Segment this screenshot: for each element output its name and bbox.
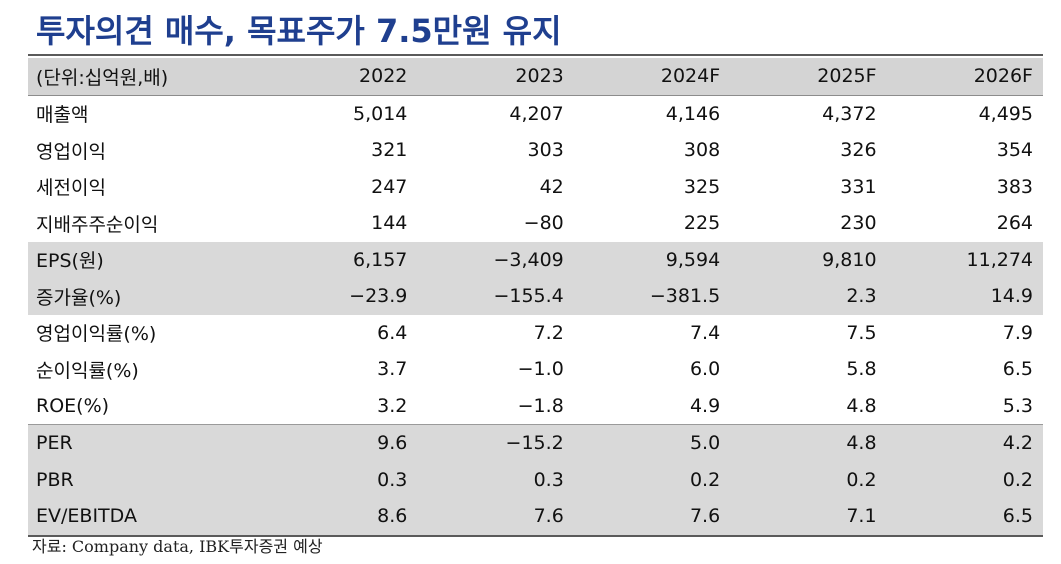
table-cell: 3.7 (377, 358, 408, 381)
table-cell: 7.6 (573, 498, 731, 537)
table-cell: 6.4 (377, 321, 408, 344)
table-cell: 7.5 (846, 321, 877, 344)
table-cell: 42 (539, 175, 564, 198)
table-cell: 4.8 (730, 424, 887, 462)
table-cell: −155.4 (417, 278, 574, 315)
table-cell: 4,146 (665, 102, 721, 125)
row-label: EV/EBITDA (28, 498, 261, 537)
table-cell: 14.9 (886, 278, 1043, 315)
table-cell: 9.6 (261, 424, 418, 462)
table-cell: −381.5 (573, 278, 731, 315)
table-cell: −80 (523, 212, 564, 235)
table-row: EV/EBITDA 8.6 7.6 7.6 7.1 6.5 (28, 498, 1043, 537)
table-cell: 7.4 (689, 321, 721, 344)
row-label: 영업이익 (36, 140, 106, 163)
table-row: 지배주주순이익 144 −80 225 230 264 (28, 205, 1043, 242)
table-cell: 247 (371, 175, 408, 198)
year-header: 2022 (261, 58, 418, 96)
table-cell: 4.2 (886, 424, 1043, 462)
table-cell: 4,495 (978, 102, 1033, 125)
row-label: 세전이익 (36, 177, 106, 200)
row-label: 증가율(%) (28, 278, 261, 315)
unit-label: (단위:십억원,배) (28, 58, 261, 96)
table-cell: 4.8 (846, 394, 877, 417)
table-row: 매출액 5,014 4,207 4,146 4,372 4,495 (28, 95, 1043, 132)
table-cell: 321 (371, 139, 408, 162)
table-cell: 4.9 (689, 394, 721, 417)
table-cell: −3,409 (417, 241, 574, 278)
table-cell: −1.8 (517, 394, 564, 417)
table-row: ROE(%) 3.2 −1.8 4.9 4.8 5.3 (28, 388, 1043, 425)
table-row: PBR 0.3 0.3 0.2 0.2 0.2 (28, 461, 1043, 498)
table-cell: 144 (371, 212, 408, 235)
year-header: 2024F (573, 58, 731, 96)
table-cell: 7.2 (533, 321, 564, 344)
row-label: EPS(원) (28, 241, 261, 278)
table-cell: 354 (996, 139, 1033, 162)
table-cell: 325 (683, 175, 721, 198)
table-cell: 2.3 (730, 278, 887, 315)
table-cell: 0.2 (730, 461, 887, 498)
table-cell: 9,594 (573, 241, 731, 278)
table-row: PER 9.6 −15.2 5.0 4.8 4.2 (28, 424, 1043, 462)
table-cell: 331 (840, 175, 877, 198)
table-cell: 11,274 (886, 241, 1043, 278)
row-label: ROE(%) (36, 394, 110, 417)
year-header: 2026F (886, 58, 1043, 96)
financial-summary-table: (단위:십억원,배) 2022 2023 2024F 2025F 2026F 매… (28, 58, 1043, 537)
table-cell: 5.3 (1002, 394, 1033, 417)
table-row: 영업이익 321 303 308 326 354 (28, 132, 1043, 169)
year-header: 2023 (417, 58, 574, 96)
table-cell: 4,372 (822, 102, 877, 125)
row-label: 순이익률(%) (36, 359, 139, 382)
table-header-row: (단위:십억원,배) 2022 2023 2024F 2025F 2026F (28, 58, 1043, 96)
table-cell: 303 (527, 139, 564, 162)
source-note: 자료: Company data, IBK투자증권 예상 (32, 537, 323, 556)
table-cell: 225 (683, 212, 721, 235)
table-cell: 230 (840, 212, 877, 235)
table-cell: 9,810 (730, 241, 887, 278)
table-cell: 264 (996, 212, 1033, 235)
row-label: 지배주주순이익 (36, 213, 159, 236)
table-cell: 0.2 (573, 461, 731, 498)
table-cell: −23.9 (261, 278, 418, 315)
table-cell: 4,207 (509, 102, 564, 125)
table-cell: 383 (996, 175, 1033, 198)
table-cell: 308 (683, 139, 721, 162)
table-cell: 6,157 (261, 241, 418, 278)
table-row: 세전이익 247 42 325 331 383 (28, 169, 1043, 206)
table-cell: 3.2 (377, 394, 408, 417)
table-cell: −1.0 (517, 358, 564, 381)
table-cell: 5,014 (352, 102, 408, 125)
table-row: 영업이익률(%) 6.4 7.2 7.4 7.5 7.9 (28, 315, 1043, 352)
table-cell: −15.2 (417, 424, 574, 462)
row-label: PBR (28, 461, 261, 498)
row-label: 매출액 (36, 104, 89, 127)
row-label: PER (28, 424, 261, 462)
table-cell: 0.3 (417, 461, 574, 498)
table-row: 순이익률(%) 3.7 −1.0 6.0 5.8 6.5 (28, 351, 1043, 388)
page-title: 투자의견 매수, 목표주가 7.5만원 유지 (36, 12, 562, 50)
table-cell: 0.3 (261, 461, 418, 498)
table-cell: 6.0 (689, 358, 721, 381)
table-cell: 7.9 (1002, 321, 1033, 344)
table-cell: 8.6 (261, 498, 418, 537)
table-cell: 326 (840, 139, 877, 162)
title-divider (28, 54, 1043, 56)
year-header: 2025F (730, 58, 887, 96)
table-cell: 6.5 (1002, 358, 1033, 381)
table-cell: 7.6 (417, 498, 574, 537)
row-label: 영업이익률(%) (36, 323, 157, 346)
table-cell: 5.8 (846, 358, 877, 381)
table-row: EPS(원) 6,157 −3,409 9,594 9,810 11,274 (28, 241, 1043, 278)
table-cell: 6.5 (886, 498, 1043, 537)
table-cell: 0.2 (886, 461, 1043, 498)
table-row: 증가율(%) −23.9 −155.4 −381.5 2.3 14.9 (28, 278, 1043, 315)
table-cell: 7.1 (730, 498, 887, 537)
table-cell: 5.0 (573, 424, 731, 462)
